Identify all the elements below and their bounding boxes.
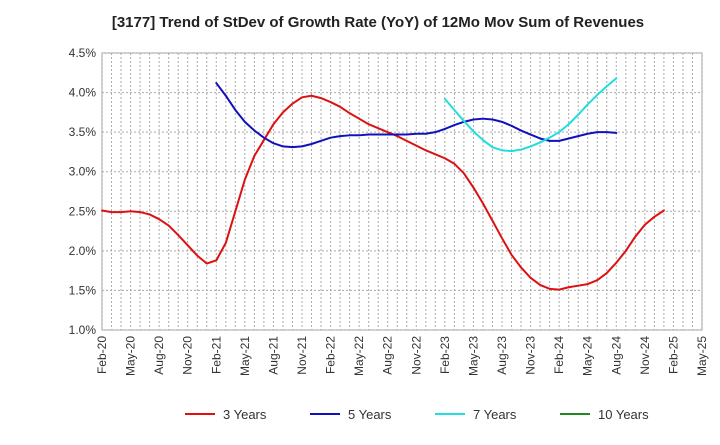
y-tick-label: 2.0% [69,244,97,258]
series-line-3-years [101,94,665,291]
legend: 3 Years 5 Years 7 Years 10 Years [185,407,649,422]
x-tick-label: Feb-24 [552,336,566,374]
x-tick-label: May-21 [238,336,252,376]
x-tick-label: Aug-22 [381,336,395,375]
grid-layer [101,52,703,331]
x-tick-label: Aug-21 [266,336,280,375]
series-layer [101,77,665,291]
y-tick-label: 1.0% [69,323,97,337]
x-tick-label: May-20 [124,336,138,376]
x-tick-label: Aug-20 [152,336,166,375]
series-line-7-years [443,77,618,153]
y-tick-label: 2.5% [69,204,97,218]
series-line-5-years [215,82,618,149]
x-tick-label: Nov-24 [638,336,652,375]
plot-area [101,52,703,331]
x-tick-label: Feb-25 [666,336,680,374]
legend-label-10-years: 10 Years [598,407,649,422]
y-tick-label: 4.5% [69,46,97,60]
legend-label-5-years: 5 Years [348,407,392,422]
x-tick-label: Feb-21 [209,336,223,374]
y-tick-label: 4.0% [69,86,97,100]
x-tick-label: Nov-21 [295,336,309,375]
x-tick-label: Nov-23 [524,336,538,375]
legend-label-3-years: 3 Years [223,407,267,422]
x-tick-label: May-24 [581,336,595,376]
x-tick-label: Feb-20 [95,336,109,374]
x-tick-label: Aug-23 [495,336,509,375]
y-tick-label: 3.0% [69,165,97,179]
x-tick-label: Nov-22 [409,336,423,375]
x-tick-label: Feb-23 [438,336,452,374]
x-tick-label: Nov-20 [181,336,195,375]
x-tick-label: May-23 [466,336,480,376]
x-tick-label: May-25 [695,336,709,376]
y-tick-label: 3.5% [69,125,97,139]
x-tick-label: May-22 [352,336,366,376]
x-tick-label: Aug-24 [609,336,623,375]
y-tick-label: 1.5% [69,283,97,297]
x-tick-label: Feb-22 [324,336,338,374]
axis-layer: 1.0% 1.5% 2.0% 2.5% 3.0% 3.5% 4.0% 4.5% Feb-20 Ma… [69,46,709,376]
legend-label-7-years: 7 Years [473,407,517,422]
chart-title: [3177] Trend of StDev of Growth Rate (Yo… [112,14,644,31]
